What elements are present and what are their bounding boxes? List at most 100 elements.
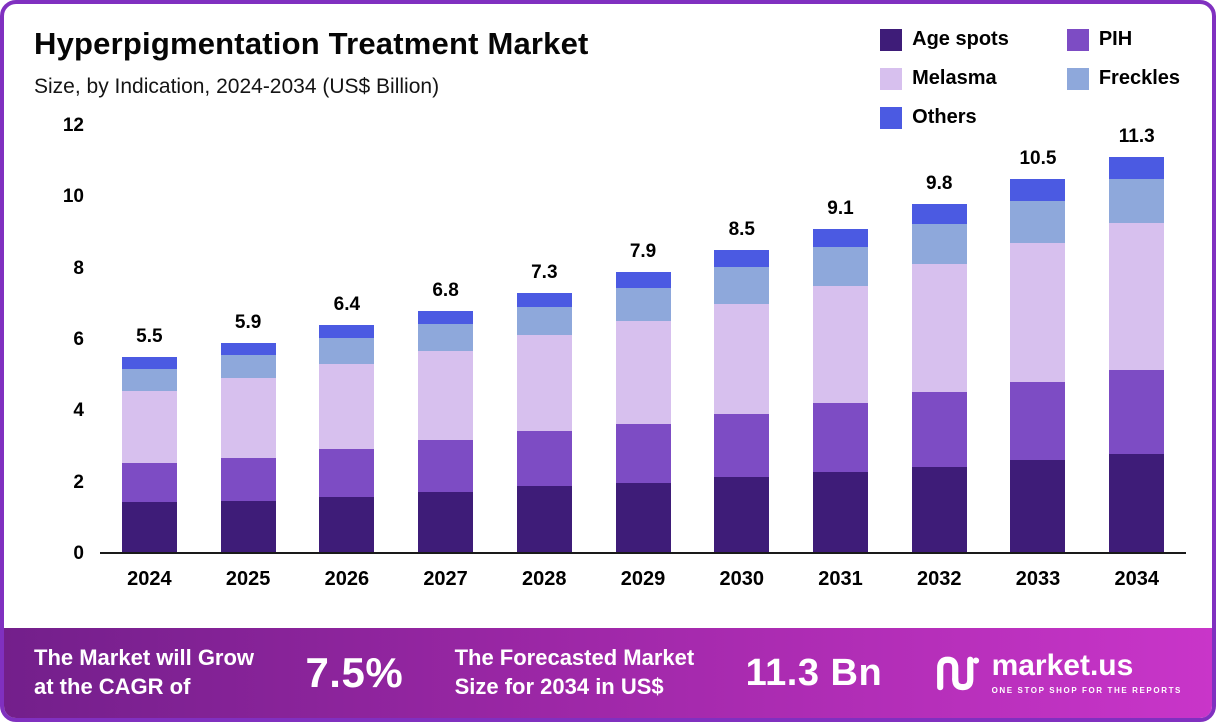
bar-segment-others-2027 — [418, 310, 474, 324]
brand-text: market.us ONE STOP SHOP FOR THE REPORTS — [991, 651, 1182, 696]
x-axis-label-2029: 2029 — [620, 568, 666, 590]
bar-segment-pih-2031 — [813, 402, 868, 473]
y-tick-label-2: 2 — [73, 471, 84, 493]
bar-group-2034: 11.3 — [1087, 126, 1186, 552]
bar-segment-melasma-2033 — [1010, 243, 1066, 382]
bar-group-2030: 8.5 — [692, 126, 791, 552]
bar-segment-freckles-2026 — [319, 338, 375, 364]
bar-segment-others-2034 — [1109, 157, 1165, 179]
bar-segment-freckles-2030 — [714, 267, 770, 304]
bar-segment-age-spots-2026 — [319, 496, 375, 552]
bar-segment-melasma-2034 — [1109, 223, 1165, 371]
bar-segment-age-spots-2027 — [418, 491, 474, 552]
bar-total-label-2028: 7.3 — [531, 261, 558, 283]
bar-total-label-2025: 5.9 — [234, 311, 262, 333]
bar-total-label-2034: 11.3 — [1118, 126, 1155, 147]
x-axis-label-2032: 2032 — [916, 568, 962, 590]
y-tick-label-4: 4 — [73, 400, 84, 422]
x-axis-label-2026: 2026 — [324, 568, 370, 590]
bar-total-label-2030: 8.5 — [728, 219, 755, 241]
legend-item-others: Others — [880, 106, 1009, 129]
bar-segment-freckles-2029 — [615, 288, 671, 322]
chart-subtitle: Size, by Indication, 2024-2034 (US$ Bill… — [34, 75, 440, 98]
bar-segment-freckles-2032 — [911, 223, 967, 265]
stacked-bar-2034 — [1109, 157, 1165, 552]
brand-tagline: ONE STOP SHOP FOR THE REPORTS — [991, 686, 1182, 695]
bar-segment-others-2032 — [911, 204, 967, 224]
bar-segment-others-2026 — [319, 324, 375, 339]
legend-label: PIH — [1098, 28, 1133, 50]
bar-segment-age-spots-2034 — [1109, 454, 1165, 552]
bar-segment-others-2031 — [813, 229, 868, 248]
stacked-bar-2024 — [121, 356, 177, 552]
legend-swatch-pih — [1066, 28, 1089, 51]
stacked-bar-2025 — [220, 342, 276, 552]
legend-label: Melasma — [912, 67, 997, 89]
legend-item-melasma: Melasma — [880, 67, 1009, 90]
stacked-bar-2031 — [813, 229, 868, 552]
bar-total-label-2029: 7.9 — [629, 240, 657, 262]
bar-segment-others-2025 — [220, 342, 276, 356]
bar-segment-pih-2029 — [615, 424, 671, 483]
bar-group-2031: 9.1 — [791, 126, 890, 552]
chart-legend: Age spots PIH Melasma Freckles Others — [880, 28, 1180, 129]
legend-item-pih: PIH — [1066, 28, 1180, 51]
stacked-bar-2028 — [516, 292, 572, 552]
legend-swatch-melasma — [880, 67, 903, 90]
legend-swatch-freckles — [1066, 67, 1089, 90]
legend-swatch-age-spots — [880, 28, 903, 51]
bar-segment-pih-2026 — [319, 449, 375, 497]
bar-total-label-2024: 5.5 — [136, 325, 163, 347]
bar-segment-others-2028 — [516, 292, 572, 308]
forecast-value: 11.3 Bn — [745, 651, 883, 694]
y-tick-label-0: 0 — [73, 543, 84, 564]
x-axis-label-2031: 2031 — [818, 568, 863, 590]
bar-segment-freckles-2033 — [1010, 200, 1066, 244]
market-us-logo-icon — [936, 656, 979, 691]
plot-area: 5.5 5.9 6.4 6.8 7.3 7.9 8.5 9.1 9.8 10.5 11.3 — [100, 126, 1186, 554]
bar-segment-others-2030 — [714, 250, 770, 268]
bar-total-label-2031: 9.1 — [827, 197, 854, 219]
bar-segment-melasma-2032 — [911, 264, 967, 393]
forecast-label: The Forecasted Market Size for 2034 in U… — [454, 645, 695, 699]
bar-group-2025: 5.9 — [199, 126, 298, 552]
bar-segment-others-2024 — [121, 356, 177, 369]
bar-segment-pih-2032 — [911, 392, 967, 467]
bar-segment-freckles-2031 — [813, 247, 868, 286]
bar-segment-melasma-2030 — [714, 303, 770, 414]
bar-segment-freckles-2025 — [220, 355, 276, 379]
stacked-bar-2033 — [1010, 179, 1066, 552]
bar-segment-age-spots-2032 — [911, 466, 967, 552]
bar-segment-others-2029 — [615, 271, 671, 289]
bar-total-label-2027: 6.8 — [432, 279, 459, 301]
cagr-label: The Market will Grow at the CAGR of — [34, 645, 255, 699]
y-tick-label-12: 12 — [62, 115, 84, 136]
x-axis-label-2034: 2034 — [1114, 568, 1159, 590]
bar-group-2024: 5.5 — [100, 126, 199, 552]
bar-group-2028: 7.3 — [495, 126, 594, 552]
stacked-bar-2030 — [714, 250, 770, 552]
bar-segment-pih-2033 — [1010, 381, 1066, 460]
bar-segment-melasma-2031 — [813, 285, 868, 403]
bar-group-2027: 6.8 — [396, 126, 495, 552]
x-axis-label-2030: 2030 — [719, 568, 765, 590]
stacked-bar-2027 — [418, 310, 474, 552]
x-axis-labels: 2024 2025 2026 2027 2028 2029 2030 2031 2032 2033… — [100, 568, 1186, 591]
chart-title: Hyperpigmentation Treatment Market — [34, 26, 589, 61]
bar-segment-pih-2028 — [516, 431, 572, 487]
stacked-bar-chart: 0 2 4 6 8 10 12 5.5 5.9 6.4 6.8 7.3 7.9 8.5 9.1 9.8 10.… — [38, 115, 1186, 564]
bar-group-2029: 7.9 — [594, 126, 693, 552]
bar-segment-pih-2027 — [418, 440, 474, 492]
stacked-bar-2032 — [911, 204, 967, 552]
bar-segment-pih-2025 — [220, 457, 276, 501]
bar-segment-age-spots-2028 — [516, 486, 572, 552]
legend-item-age-spots: Age spots — [880, 28, 1009, 51]
bar-segment-melasma-2025 — [220, 378, 276, 458]
bar-segment-melasma-2027 — [418, 351, 474, 441]
x-axis-label-2024: 2024 — [127, 568, 172, 590]
bar-segment-melasma-2029 — [615, 321, 671, 425]
bar-segment-freckles-2028 — [516, 307, 572, 336]
legend-item-freckles: Freckles — [1066, 67, 1180, 90]
legend-swatch-others — [880, 106, 903, 129]
bar-segment-pih-2034 — [1109, 370, 1165, 455]
